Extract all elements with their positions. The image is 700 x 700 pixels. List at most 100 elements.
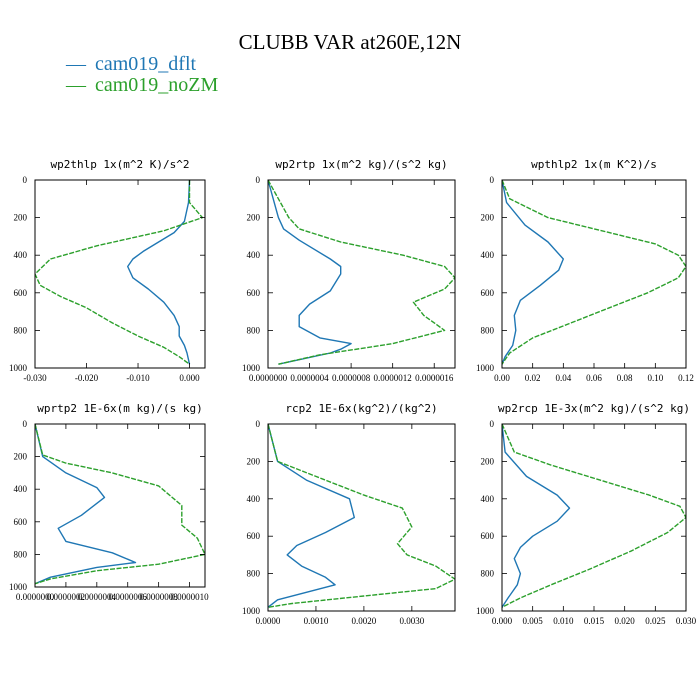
x-tick-label: 0.0000010: [170, 592, 209, 602]
y-tick-label: 600: [481, 288, 495, 298]
x-tick-label: 0.0000008: [140, 592, 179, 602]
series-line-cam019_noZM: [502, 424, 686, 608]
y-tick-label: 800: [481, 569, 495, 579]
x-tick-label: 0.0000000: [16, 592, 55, 602]
axis-frame: [267, 423, 456, 612]
x-tick-label: 0.0000008: [332, 373, 371, 383]
panel-title: wp2rcp 1E-3x(m^2 kg)/(s^2 kg): [498, 402, 690, 415]
chart-panel-5: rcp2 1E-6x(kg^2)/(kg^2) 0 200 400 600 800 1000…: [242, 402, 456, 626]
x-tick-label: 0.0000002: [47, 592, 85, 602]
y-tick-label: 400: [14, 250, 28, 260]
x-tick-label: 0.08: [617, 373, 633, 383]
x-tick-label: 0.030: [676, 616, 697, 626]
legend-entry-dflt: — cam019_dflt: [65, 53, 197, 75]
legend-label-nozm: cam019_noZM: [95, 74, 219, 96]
x-tick-label: 0.04: [555, 373, 571, 383]
y-tick-label: 600: [247, 288, 261, 298]
y-tick-label: 1000: [9, 582, 28, 592]
y-tick-label: 0: [256, 175, 261, 185]
y-tick-label: 1000: [9, 363, 28, 373]
axis-frame: [501, 423, 687, 612]
x-tick-label: 0.015: [584, 616, 605, 626]
x-tick-label: 0.025: [645, 616, 666, 626]
chart-panel-4: wprtp2 1E-6x(m kg)/(s kg) 0 200 400 600 800 10…: [9, 402, 209, 602]
y-tick-label: 200: [247, 456, 261, 466]
x-tick-label: 0.020: [615, 616, 636, 626]
y-tick-label: 400: [481, 250, 495, 260]
series-line-cam019_noZM: [268, 424, 455, 608]
series-line-cam019_noZM: [35, 424, 205, 585]
y-tick-label: 400: [247, 494, 261, 504]
y-tick-label: 1000: [242, 606, 261, 616]
y-tick-label: 600: [14, 288, 28, 298]
y-tick-label: 0: [23, 175, 28, 185]
x-tick-label: 0.0010: [304, 616, 329, 626]
axis-frame: [34, 179, 206, 369]
chart-panel-6: wp2rcp 1E-3x(m^2 kg)/(s^2 kg)0 200 400 600 8…: [476, 402, 697, 626]
y-tick-label: 600: [14, 517, 28, 527]
y-tick-label: 600: [481, 531, 495, 541]
series-line-cam019_dflt: [268, 180, 352, 365]
y-tick-label: 200: [481, 456, 495, 466]
y-tick-label: 800: [14, 549, 28, 559]
x-tick-label: -0.020: [75, 373, 99, 383]
x-tick-label: 0.000: [179, 373, 200, 383]
x-tick-label: 0.0000000: [249, 373, 288, 383]
y-tick-label: 200: [14, 452, 28, 462]
x-tick-label: 0.06: [586, 373, 602, 383]
legend-label-dflt: cam019_dflt: [95, 53, 197, 75]
legend-symbol-dflt: —: [65, 53, 87, 75]
panel-title: wpthlp2 1x(m K^2)/s: [531, 158, 657, 171]
axis-frame: [267, 179, 456, 369]
x-tick-label: 0.0000006: [109, 592, 148, 602]
legend: — cam019_dflt — cam019_noZM: [65, 53, 219, 96]
y-tick-label: 200: [14, 213, 28, 223]
chart-panels: wp2thlp 1x(m^2 K)/s^202004006008001000-0…: [9, 158, 697, 626]
x-tick-label: 0.00: [494, 373, 510, 383]
series-line-cam019_dflt: [35, 424, 137, 585]
series-line-cam019_dflt: [502, 424, 571, 608]
series-line-cam019_dflt: [127, 180, 191, 365]
x-tick-label: 0.005: [523, 616, 544, 626]
x-tick-label: -0.010: [126, 373, 150, 383]
y-tick-label: 400: [247, 250, 261, 260]
x-tick-label: 0.0020: [352, 616, 377, 626]
series-line-cam019_noZM: [268, 180, 455, 365]
y-tick-label: 1000: [476, 606, 495, 616]
x-tick-label: 0.0000004: [78, 592, 117, 602]
series-line-cam019_noZM: [502, 180, 686, 365]
y-tick-label: 1000: [476, 363, 495, 373]
x-tick-label: 0.0000016: [415, 373, 454, 383]
x-tick-label: 0.0030: [399, 616, 424, 626]
y-tick-label: 400: [481, 494, 495, 504]
series-line-cam019_dflt: [268, 424, 355, 608]
x-tick-label: 0.10: [647, 373, 663, 383]
y-tick-label: 0: [490, 175, 495, 185]
y-tick-label: 800: [247, 325, 261, 335]
figure-title: CLUBB VAR at260E,12N: [239, 30, 462, 54]
series-line-cam019_noZM: [35, 180, 204, 365]
y-tick-label: 800: [247, 569, 261, 579]
series-line-cam019_dflt: [502, 180, 564, 365]
x-tick-label: 0.0000: [256, 616, 281, 626]
x-tick-label: -0.030: [23, 373, 47, 383]
legend-symbol-nozm: —: [65, 74, 87, 96]
panel-title: wprtp2 1E-6x(m kg)/(s kg): [37, 402, 203, 415]
panel-title: rcp2 1E-6x(kg^2)/(kg^2): [285, 402, 437, 415]
panel-title: wp2thlp 1x(m^2 K)/s^2: [50, 158, 189, 171]
x-tick-label: 0.010: [553, 616, 574, 626]
chart-panel-3: wpthlp2 1x(m K^2)/s 0 200 400 600 800 10000.00…: [476, 158, 694, 383]
x-tick-label: 0.0000004: [290, 373, 329, 383]
chart-panel-2: wp2rtp 1x(m^2 kg)/(s^2 kg) 0 200 400 600 800 1…: [242, 158, 456, 383]
y-tick-label: 200: [247, 213, 261, 223]
panel-title: wp2rtp 1x(m^2 kg)/(s^2 kg): [275, 158, 447, 171]
x-tick-label: 0.12: [678, 373, 694, 383]
legend-entry-nozm: — cam019_noZM: [65, 74, 219, 96]
y-tick-label: 0: [490, 419, 495, 429]
y-tick-label: 1000: [242, 363, 261, 373]
x-tick-label: 0.02: [525, 373, 541, 383]
y-tick-label: 600: [247, 531, 261, 541]
y-tick-label: 800: [14, 325, 28, 335]
y-tick-label: 0: [256, 419, 261, 429]
